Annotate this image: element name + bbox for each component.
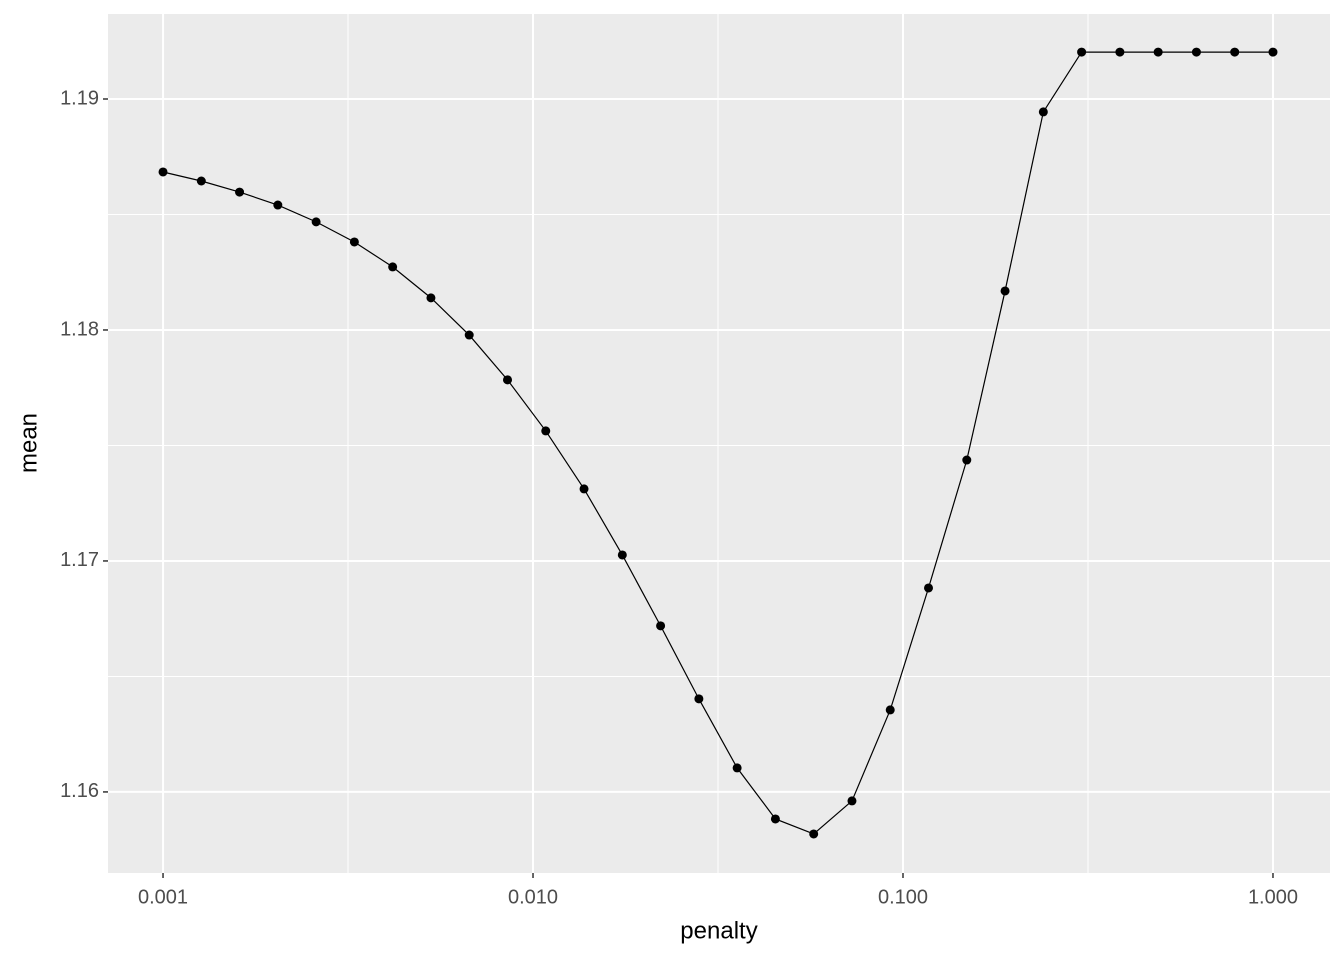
point xyxy=(1038,107,1048,117)
y-tick-label: 1.18 xyxy=(60,318,99,340)
point xyxy=(464,330,474,340)
point xyxy=(694,694,704,704)
point xyxy=(1115,47,1125,57)
point xyxy=(770,814,780,824)
point xyxy=(1000,286,1010,296)
point xyxy=(924,583,934,593)
point xyxy=(426,293,436,303)
point xyxy=(1077,47,1087,57)
x-axis-title: penalty xyxy=(680,917,757,944)
point xyxy=(503,375,513,385)
point xyxy=(541,426,551,436)
point xyxy=(656,621,666,631)
point xyxy=(1230,47,1240,57)
x-tick-label: 0.100 xyxy=(878,886,928,908)
line xyxy=(162,51,1273,835)
point xyxy=(1268,47,1278,57)
y-tick-label: 1.17 xyxy=(60,549,99,571)
x-tick-label: 0.010 xyxy=(508,886,558,908)
y-tick-label: 1.19 xyxy=(60,87,99,109)
x-tick-label: 1.000 xyxy=(1248,886,1298,908)
point xyxy=(349,237,359,247)
point xyxy=(1153,47,1163,57)
y-axis-title: mean xyxy=(15,413,42,473)
point xyxy=(273,200,283,210)
point xyxy=(158,167,168,177)
point xyxy=(388,262,398,272)
point xyxy=(732,763,742,773)
point xyxy=(617,550,627,560)
x-tick-label: 0.001 xyxy=(138,886,188,908)
y-tick-label: 1.16 xyxy=(60,780,99,802)
point xyxy=(1191,47,1201,57)
point xyxy=(196,176,206,186)
point xyxy=(885,705,895,715)
point xyxy=(235,187,245,197)
point xyxy=(579,484,589,494)
point xyxy=(311,217,321,227)
point xyxy=(962,455,972,465)
point xyxy=(847,796,857,806)
point xyxy=(809,829,819,839)
panel xyxy=(108,14,1330,873)
